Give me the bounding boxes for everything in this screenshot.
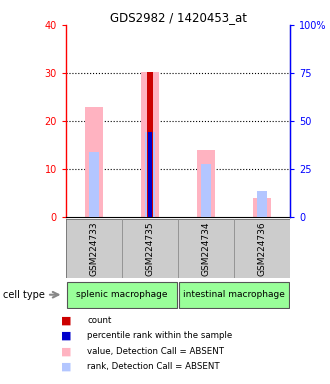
Bar <box>257 190 267 217</box>
Text: GSM224735: GSM224735 <box>146 221 155 276</box>
Bar <box>145 132 155 217</box>
Bar <box>148 132 152 217</box>
Text: ■: ■ <box>61 362 71 372</box>
FancyBboxPatch shape <box>234 219 290 278</box>
Bar <box>85 107 103 217</box>
FancyBboxPatch shape <box>67 282 177 308</box>
Text: splenic macrophage: splenic macrophage <box>76 290 168 299</box>
Text: ■: ■ <box>61 316 71 326</box>
Bar <box>89 152 99 217</box>
Text: rank, Detection Call = ABSENT: rank, Detection Call = ABSENT <box>87 362 220 371</box>
Text: ■: ■ <box>61 331 71 341</box>
FancyBboxPatch shape <box>66 219 122 278</box>
Bar <box>197 150 215 217</box>
Text: value, Detection Call = ABSENT: value, Detection Call = ABSENT <box>87 347 224 356</box>
Bar <box>201 164 211 217</box>
FancyBboxPatch shape <box>179 282 289 308</box>
FancyBboxPatch shape <box>66 219 290 278</box>
Text: GSM224734: GSM224734 <box>202 222 211 276</box>
FancyBboxPatch shape <box>122 219 178 278</box>
Text: GSM224736: GSM224736 <box>258 221 267 276</box>
Text: intestinal macrophage: intestinal macrophage <box>183 290 285 299</box>
Bar <box>141 72 159 217</box>
Text: percentile rank within the sample: percentile rank within the sample <box>87 331 233 341</box>
Bar <box>253 198 271 217</box>
Text: cell type: cell type <box>3 290 45 300</box>
Text: count: count <box>87 316 112 325</box>
Text: ■: ■ <box>61 346 71 356</box>
FancyBboxPatch shape <box>178 219 234 278</box>
Title: GDS2982 / 1420453_at: GDS2982 / 1420453_at <box>110 11 247 24</box>
Text: GSM224733: GSM224733 <box>89 221 99 276</box>
Bar <box>147 72 153 217</box>
